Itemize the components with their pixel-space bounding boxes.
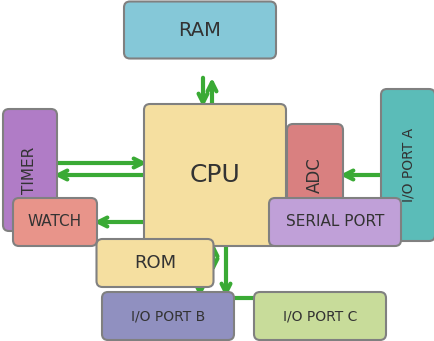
FancyBboxPatch shape [269,198,401,246]
Text: ROM: ROM [134,254,176,272]
Text: I/O PORT C: I/O PORT C [283,309,357,323]
Text: I/O PORT B: I/O PORT B [131,309,205,323]
FancyBboxPatch shape [102,292,234,340]
Text: WATCH: WATCH [28,214,82,229]
Text: ADC: ADC [306,157,324,193]
Text: I/O PORT A: I/O PORT A [401,128,415,202]
FancyBboxPatch shape [124,1,276,59]
FancyBboxPatch shape [96,239,214,287]
FancyBboxPatch shape [13,198,97,246]
FancyBboxPatch shape [254,292,386,340]
FancyBboxPatch shape [144,104,286,246]
FancyBboxPatch shape [287,124,343,226]
FancyBboxPatch shape [3,109,57,231]
Text: CPU: CPU [190,163,240,187]
Text: RAM: RAM [178,20,221,40]
Text: SERIAL PORT: SERIAL PORT [286,214,384,229]
FancyBboxPatch shape [381,89,434,241]
Text: TIMER: TIMER [23,146,37,194]
